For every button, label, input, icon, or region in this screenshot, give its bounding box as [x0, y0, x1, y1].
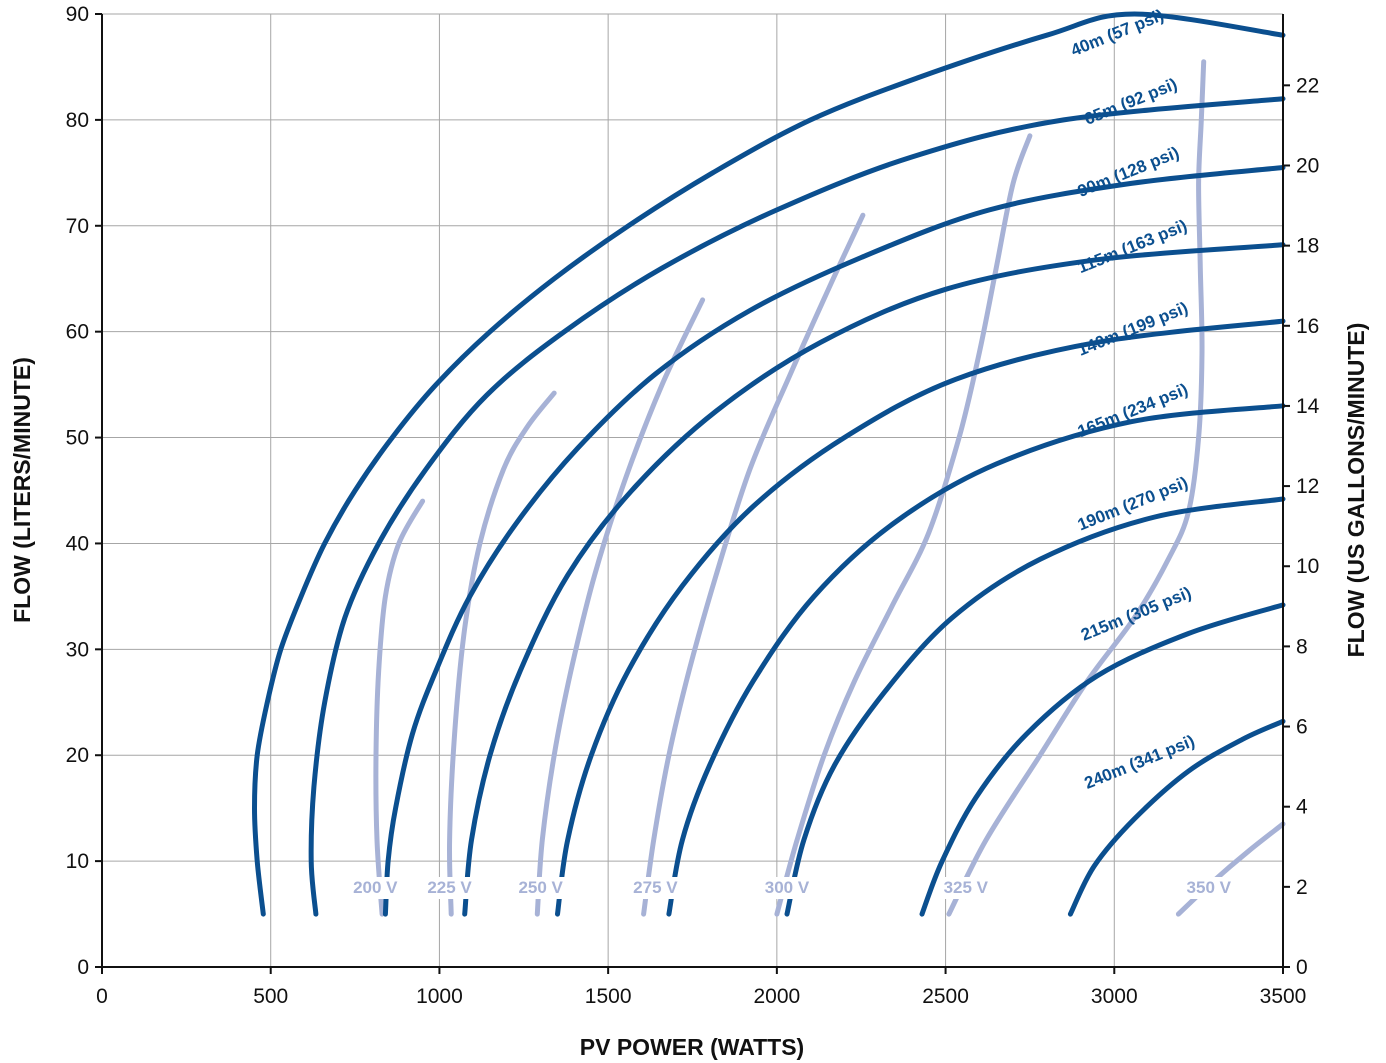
y2-tick-label: 20: [1296, 154, 1319, 177]
y2-tick-label: 12: [1296, 475, 1319, 498]
y-tick-label: 80: [66, 109, 89, 132]
voltage-label-halo: [349, 877, 402, 899]
voltage-label-1: 225 V: [427, 878, 472, 897]
y2-tick-label: 0: [1296, 956, 1308, 979]
y-tick-label: 20: [66, 744, 89, 767]
voltage-curve-0: [373, 498, 426, 917]
x-tick-label: 1500: [585, 985, 632, 1008]
voltage-label-3: 275 V: [633, 878, 678, 897]
x-tick-label: 2000: [753, 985, 800, 1008]
y2-tick-label: 6: [1296, 716, 1308, 739]
voltage-label-0: 200 V: [353, 878, 398, 897]
x-tick-label: 1000: [416, 985, 463, 1008]
head-curve-1: [308, 96, 1286, 917]
voltage-curve-6: [1175, 821, 1286, 917]
y2-tick-label: 10: [1296, 555, 1319, 578]
plot-frame: [96, 14, 1284, 973]
x-tick-label: 0: [96, 985, 108, 1008]
x-tick-label: 3500: [1260, 985, 1307, 1008]
head-curves: [251, 11, 1286, 917]
voltage-curve-1: [446, 390, 557, 917]
y-tick-label: 70: [66, 215, 89, 238]
voltage-label-5: 325 V: [944, 878, 989, 897]
y-axis-left-ticks: 0 10 20 30 40 50 60 70 80 90: [66, 3, 102, 979]
y2-tick-label: 18: [1296, 235, 1319, 258]
y-axis-right-title: FLOW (US GALLONS/MINUTE): [1343, 323, 1369, 658]
x-tick-label: 2500: [922, 985, 969, 1008]
y-tick-label: 40: [66, 532, 89, 555]
voltage-label-halo: [939, 877, 992, 899]
head-curve-4: [555, 318, 1286, 917]
y-tick-label: 30: [66, 638, 89, 661]
voltage-label-2: 250 V: [518, 878, 563, 897]
head-curve-6: [784, 496, 1286, 917]
head-label-7: 215m (305 psi): [1078, 583, 1194, 645]
head-label-2: 90m (128 psi): [1075, 143, 1182, 201]
head-label-5: 165m (234 psi): [1075, 380, 1191, 442]
voltage-label-halo: [514, 877, 567, 899]
y-tick-label: 60: [66, 321, 89, 344]
y2-tick-label: 4: [1296, 796, 1308, 819]
head-curve-0: [251, 11, 1286, 917]
voltage-curve-4: [774, 133, 1033, 917]
voltage-label-halo: [423, 877, 476, 899]
x-axis-title: PV POWER (WATTS): [580, 1034, 804, 1060]
voltage-label-halo: [1182, 877, 1235, 899]
y-axis-left-title: FLOW (LITERS/MINUTE): [9, 357, 35, 623]
head-curve-7: [919, 602, 1286, 917]
y2-tick-label: 16: [1296, 315, 1319, 338]
y2-tick-label: 14: [1296, 395, 1320, 418]
head-curve-8: [1067, 718, 1286, 917]
y-tick-label: 90: [66, 3, 89, 26]
y-axis-right-ticks: 0 2 4 6 8 10 12 14 16 18 20 22: [1283, 74, 1320, 979]
head-label-8: 240m (341 psi): [1082, 731, 1198, 793]
head-curve-3: [462, 242, 1286, 917]
y-tick-label: 0: [77, 956, 89, 979]
voltage-label-halo: [629, 877, 682, 899]
x-axis-ticks: 0 500 1000 1500 2000 2500 3000 3500: [96, 967, 1306, 1008]
y-tick-label: 50: [66, 427, 89, 450]
y2-tick-label: 2: [1296, 876, 1308, 899]
head-curve-5: [666, 403, 1286, 917]
voltage-curve-3: [641, 212, 866, 917]
voltage-curve-labels: 200 V 225 V 250 V 275 V 300 V 325 V 350 V: [349, 877, 1235, 899]
head-label-3: 115m (163 psi): [1075, 216, 1190, 277]
voltage-curve-2: [534, 297, 706, 917]
head-label-4: 140m (199 psi): [1075, 298, 1191, 360]
head-label-1: 65m (92 psi): [1082, 74, 1180, 128]
y2-tick-label: 22: [1296, 74, 1319, 97]
head-curve-labels: 40m (57 psi)65m (92 psi)90m (128 psi)115…: [1068, 6, 1197, 793]
head-curve-2: [382, 165, 1286, 917]
voltage-label-halo: [760, 877, 813, 899]
y-tick-label: 10: [66, 850, 89, 873]
voltage-label-6: 350 V: [1187, 878, 1232, 897]
y2-tick-label: 8: [1296, 635, 1308, 658]
grid-lines: [101, 13, 1284, 968]
voltage-label-4: 300 V: [765, 878, 810, 897]
x-tick-label: 500: [253, 985, 288, 1008]
x-tick-label: 3000: [1091, 985, 1138, 1008]
